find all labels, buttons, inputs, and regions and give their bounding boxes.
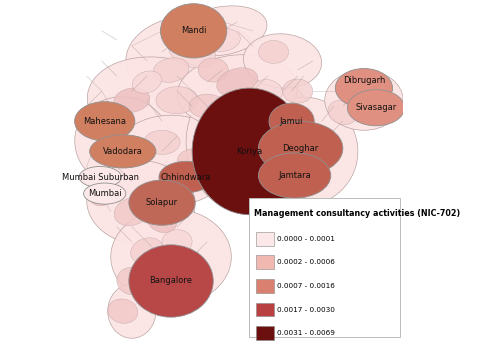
Text: Jamtara: Jamtara [278, 171, 311, 180]
Ellipse shape [250, 151, 286, 182]
Ellipse shape [168, 36, 216, 68]
Text: Bangalore: Bangalore [150, 277, 192, 285]
Ellipse shape [244, 34, 322, 88]
Ellipse shape [177, 260, 207, 284]
Text: 0.0031 - 0.0069: 0.0031 - 0.0069 [277, 330, 335, 336]
Ellipse shape [153, 58, 189, 82]
Text: 0.0000 - 0.0001: 0.0000 - 0.0001 [277, 236, 335, 242]
Ellipse shape [258, 40, 288, 63]
Ellipse shape [192, 88, 306, 215]
Ellipse shape [114, 88, 150, 112]
Ellipse shape [114, 198, 150, 226]
Text: 0.0002 - 0.0006: 0.0002 - 0.0006 [277, 259, 335, 266]
Ellipse shape [282, 79, 312, 103]
Text: Mumbai Suburban: Mumbai Suburban [62, 173, 138, 182]
Ellipse shape [130, 238, 163, 264]
Ellipse shape [204, 28, 240, 52]
Ellipse shape [90, 188, 114, 206]
Ellipse shape [216, 68, 258, 96]
Ellipse shape [75, 97, 171, 188]
Ellipse shape [269, 103, 314, 139]
Ellipse shape [278, 179, 305, 202]
Ellipse shape [177, 55, 298, 127]
Ellipse shape [90, 135, 156, 168]
Ellipse shape [132, 71, 162, 93]
Ellipse shape [129, 245, 213, 317]
Text: Vadodara: Vadodara [103, 147, 142, 156]
FancyBboxPatch shape [256, 255, 274, 269]
FancyBboxPatch shape [256, 232, 274, 246]
Ellipse shape [160, 4, 227, 58]
Ellipse shape [84, 183, 126, 204]
Ellipse shape [148, 209, 176, 232]
Text: 0.0017 - 0.0030: 0.0017 - 0.0030 [277, 307, 335, 313]
Ellipse shape [129, 180, 195, 225]
Ellipse shape [324, 70, 403, 130]
FancyBboxPatch shape [256, 303, 274, 316]
Text: Deoghar: Deoghar [282, 144, 319, 153]
Text: Sivasagar: Sivasagar [356, 103, 397, 112]
Ellipse shape [108, 284, 156, 338]
Text: Dibrugarh: Dibrugarh [342, 76, 385, 85]
Ellipse shape [126, 16, 258, 106]
Ellipse shape [88, 57, 236, 156]
Ellipse shape [156, 87, 198, 114]
Text: Koriya: Koriya [236, 147, 262, 156]
Ellipse shape [268, 109, 298, 133]
Text: Mahesana: Mahesana [83, 117, 126, 126]
Ellipse shape [186, 70, 318, 215]
Ellipse shape [178, 6, 267, 56]
Ellipse shape [370, 96, 394, 117]
Ellipse shape [328, 100, 358, 125]
Ellipse shape [74, 102, 135, 141]
Text: Mandi: Mandi [181, 26, 206, 35]
Ellipse shape [189, 94, 226, 118]
Ellipse shape [258, 121, 343, 175]
Text: Jamui: Jamui [280, 117, 303, 126]
FancyBboxPatch shape [256, 279, 274, 293]
Ellipse shape [86, 160, 195, 245]
Ellipse shape [177, 149, 207, 172]
Text: 0.0007 - 0.0016: 0.0007 - 0.0016 [277, 283, 335, 289]
FancyBboxPatch shape [256, 326, 274, 340]
FancyBboxPatch shape [249, 198, 400, 337]
Ellipse shape [117, 267, 147, 295]
Ellipse shape [162, 230, 192, 254]
Ellipse shape [336, 69, 392, 108]
Ellipse shape [111, 115, 232, 206]
Ellipse shape [159, 161, 213, 193]
Ellipse shape [108, 299, 138, 323]
Ellipse shape [96, 124, 126, 149]
Ellipse shape [198, 58, 228, 82]
Ellipse shape [144, 130, 180, 155]
Text: Mumbai: Mumbai [88, 189, 122, 198]
Ellipse shape [111, 209, 232, 305]
Ellipse shape [348, 89, 405, 126]
Ellipse shape [117, 140, 147, 163]
Ellipse shape [208, 139, 237, 164]
Text: Management consultancy activities (NIC-702): Management consultancy activities (NIC-7… [254, 209, 460, 218]
Ellipse shape [209, 171, 236, 192]
Text: Solapur: Solapur [146, 198, 178, 207]
Ellipse shape [246, 169, 276, 193]
Ellipse shape [252, 79, 282, 103]
Ellipse shape [258, 153, 331, 198]
Text: Chhindwara: Chhindwara [161, 173, 212, 182]
Ellipse shape [79, 166, 122, 188]
Ellipse shape [250, 97, 358, 206]
Ellipse shape [298, 139, 328, 164]
